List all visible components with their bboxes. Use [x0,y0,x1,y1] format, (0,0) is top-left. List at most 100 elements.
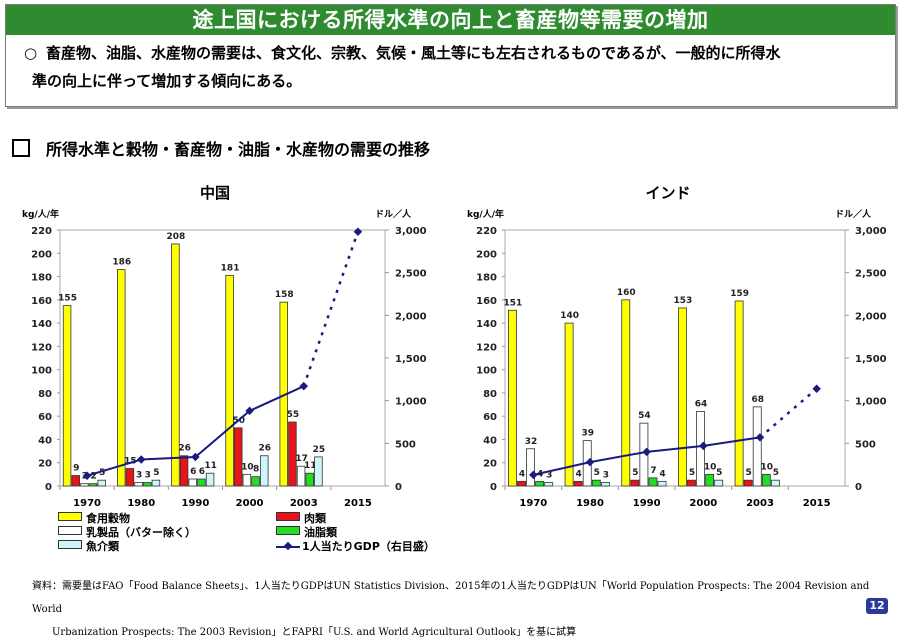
lead-line-1: 畜産物、油脂、水産物の需要は、食文化、宗教、気候・風土等にも左右されるものである… [46,44,781,62]
data-label-grain: 155 [58,294,77,304]
gdp-point [642,447,651,457]
bar-fish [657,480,667,487]
y-tick-label: 120 [476,342,497,353]
y-tick-label: 160 [31,296,52,307]
legend-label-meat: 肉類 [304,512,326,525]
data-label-dairy: 6 [190,467,196,477]
bar-oils [648,477,658,487]
data-label-oils: 5 [594,468,600,478]
data-label-meat: 55 [287,410,300,420]
data-label-grain: 159 [730,289,749,299]
y-tick-label: 220 [476,226,497,237]
gdp-line-projected [759,387,818,439]
gdp-point [755,433,765,442]
bar-fish [314,456,323,487]
y2-tick-label: 3,000 [855,226,887,237]
legend-line-gdp-icon [276,542,300,550]
legend-item-dairy: 乳製品（バター除く） [58,526,196,540]
data-label-oils: 8 [253,465,259,475]
data-label-meat: 26 [178,444,191,454]
bar-oils [143,482,152,487]
bar-meat [687,479,696,487]
legend-item-grain: 食用穀物 [58,512,130,526]
gdp-point [82,471,92,481]
data-label-oils: 10 [704,462,717,472]
bar-fish [205,472,215,487]
x-tick-label: 1990 [633,498,661,509]
y-tick-label: 220 [31,226,52,237]
source-note: 資料：需要量はFAO「Food Balance Sheets」、1人当たりGDP… [32,575,900,644]
square-bullet-icon [12,139,30,157]
y-axis-label: kg/人/年 [467,208,504,220]
data-label-meat: 4 [519,469,525,479]
gdp-point [137,455,146,464]
gdp-point [191,452,200,462]
x-tick-label: 1980 [576,498,604,509]
legend-item-gdp: 1人当たりGDP（右目盛） [276,540,435,554]
data-label-meat: 5 [689,468,695,478]
y-tick-label: 20 [38,459,52,470]
y2-axis-label: ドル／人 [375,208,412,220]
data-label-meat: 5 [632,468,638,478]
bar-fish [151,479,161,487]
x-tick-label: 2015 [803,498,831,509]
bar-dairy [296,465,306,487]
data-label-meat: 4 [576,469,582,479]
plot-area [504,229,846,487]
y2-tick-label: 2,500 [395,269,427,280]
data-label-dairy: 32 [525,437,538,447]
data-label-fish: 4 [659,469,665,479]
y-tick-label: 80 [483,389,497,400]
y2-tick-label: 1,500 [395,354,427,365]
bar-meat [234,427,243,487]
bar-fish [714,479,724,487]
y2-tick-label: 1,000 [395,397,427,408]
data-label-grain: 160 [617,288,636,298]
data-label-dairy: 17 [295,454,308,464]
bar-grain [621,299,631,487]
data-label-oils: 3 [145,471,151,481]
bar-grain [734,300,744,487]
legend-label-oils: 油脂類 [304,526,337,539]
gdp-line-projected [302,231,360,387]
y2-tick-label: 0 [395,482,402,493]
data-label-dairy: 54 [638,411,651,421]
bar-dairy [526,448,535,487]
bar-grain [507,309,517,487]
y-tick-label: 120 [31,342,52,353]
bar-meat [573,480,583,487]
data-label-meat: 9 [73,464,79,474]
data-label-oils: 7 [650,466,656,476]
bar-oils [88,483,98,487]
data-label-fish: 5 [773,468,779,478]
y-tick-label: 80 [38,389,52,400]
gdp-point [353,227,363,236]
y-tick-label: 60 [38,412,52,423]
bar-oils [535,480,545,487]
data-label-fish: 25 [313,445,326,455]
y2-axis-label: ドル／人 [835,208,872,220]
summary-box: 途上国における所得水準の向上と畜産物等需要の増加 ○ 畜産物、油脂、水産物の需要は… [5,4,896,107]
bar-meat [288,421,297,487]
bar-oils [197,478,206,487]
legend-label-grain: 食用穀物 [86,512,130,525]
data-label-grain: 181 [221,263,240,273]
gdp-point [529,470,538,480]
y2-tick-label: 3,000 [395,226,427,237]
page-number-badge: 12 [866,598,888,614]
data-label-dairy: 39 [581,429,594,439]
bar-oils [305,472,314,487]
bar-grain [117,269,126,487]
data-label-grain: 140 [560,311,579,321]
chart-title: 中国 [200,184,230,202]
data-label-grain: 151 [504,298,523,308]
circle-bullet-icon: ○ [24,44,38,62]
bar-grain [171,243,180,487]
bar-fish [770,479,780,487]
bar-meat [517,480,526,487]
y-tick-label: 100 [476,366,497,377]
data-label-fish: 3 [546,471,552,481]
y-tick-label: 140 [476,319,497,330]
x-tick-label: 2000 [689,498,717,509]
